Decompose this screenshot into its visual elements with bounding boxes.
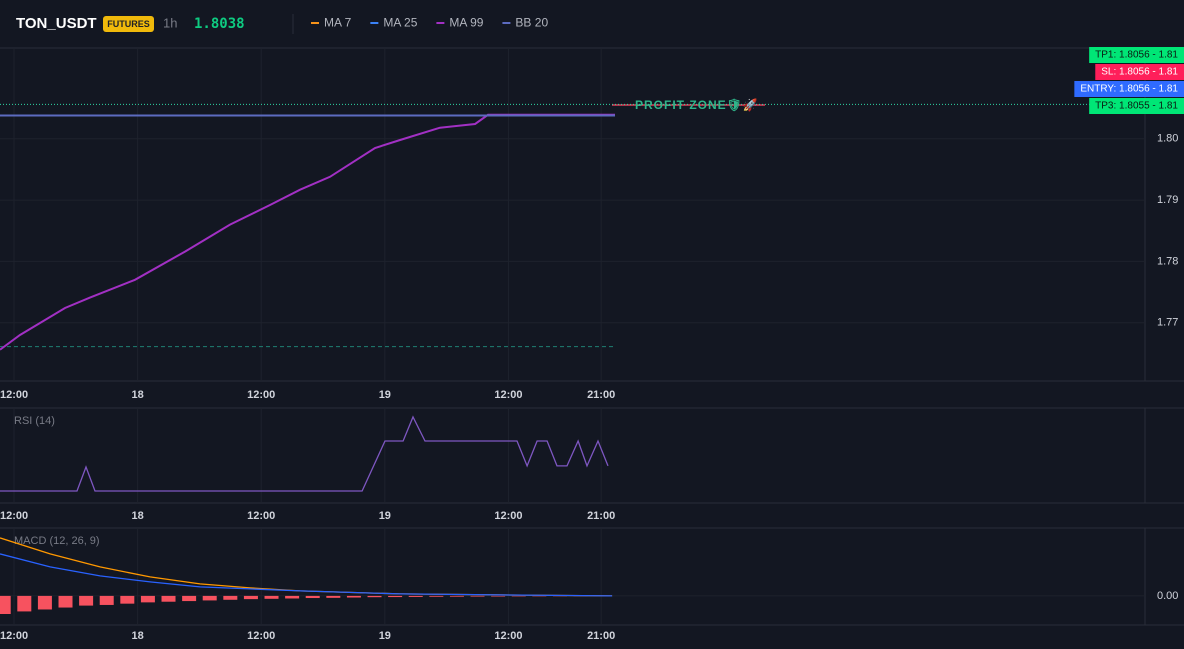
x-tick-label: 12:00: [494, 510, 522, 522]
histogram-bar: [79, 595, 94, 606]
x-tick-label: 18: [131, 510, 143, 522]
order-label: TP3: 1.8055 - 1.81: [1095, 101, 1178, 112]
x-tick-label: 18: [131, 630, 143, 642]
legend-label: BB 20: [515, 16, 548, 30]
y-tick-label: 1.80: [1157, 133, 1178, 145]
x-tick-label: 12:00: [247, 630, 275, 642]
order-label: TP1: 1.8056 - 1.81: [1095, 50, 1178, 61]
order-label-bg: [1095, 64, 1184, 80]
histogram-bar: [182, 595, 197, 602]
x-tick-label: 12:00: [494, 630, 522, 642]
order-label: SL: 1.8056 - 1.81: [1101, 67, 1178, 78]
histogram-bar: [346, 595, 361, 598]
series-line: [0, 553, 613, 597]
histogram-bar: [367, 595, 382, 598]
x-tick-label: 19: [379, 510, 391, 522]
symbol[interactable]: TON_USDT: [16, 15, 97, 32]
order-label-bg: [1074, 81, 1184, 97]
legend-label: MA 99: [449, 16, 483, 30]
histogram-bar: [243, 595, 258, 600]
x-tick-label: 18: [131, 389, 143, 401]
panel-title: MACD (12, 26, 9): [14, 535, 100, 547]
series-line: [0, 113, 615, 351]
histogram-bar: [161, 595, 176, 602]
histogram-bar: [140, 595, 155, 603]
watermark: PROFIT ZONE🛡🚀: [635, 98, 759, 112]
badge: FUTURES: [107, 19, 150, 29]
histogram-bar: [99, 595, 114, 605]
histogram-bar: [285, 595, 300, 599]
legend: MA 7 MA 25 MA 99 BB 20: [311, 16, 548, 30]
y-tick-label: 0.00: [1157, 590, 1178, 602]
x-tick-label: 12:00: [0, 630, 28, 642]
x-tick-label: 12:00: [247, 389, 275, 401]
panel-title: RSI (14): [14, 415, 55, 427]
interval[interactable]: 1h: [163, 15, 177, 30]
price: 1.8038: [194, 16, 245, 32]
x-tick-label: 19: [379, 389, 391, 401]
badge-bg: [103, 16, 154, 32]
x-tick-label: 21:00: [587, 389, 615, 401]
histogram-bar: [470, 595, 485, 597]
y-tick-label: 1.77: [1157, 317, 1178, 329]
histogram-bar: [0, 595, 11, 615]
histogram-bar: [326, 595, 341, 598]
histogram-bar: [17, 595, 32, 612]
y-tick-label: 1.79: [1157, 194, 1178, 206]
histogram-bar: [120, 595, 135, 604]
order-label: ENTRY: 1.8056 - 1.81: [1080, 84, 1178, 95]
x-tick-label: 12:00: [0, 510, 28, 522]
histogram-bar: [305, 595, 320, 599]
y-tick-label: 1.78: [1157, 255, 1178, 267]
histogram-bar: [449, 595, 464, 597]
histogram-bar: [58, 595, 73, 608]
x-tick-label: 21:00: [587, 630, 615, 642]
histogram-bar: [37, 595, 52, 610]
x-tick-label: 19: [379, 630, 391, 642]
histogram-bar: [429, 595, 444, 597]
histogram-bar: [264, 595, 279, 599]
legend-label: MA 7: [324, 16, 352, 30]
x-tick-label: 21:00: [587, 510, 615, 522]
x-tick-label: 12:00: [247, 510, 275, 522]
x-tick-label: 12:00: [494, 389, 522, 401]
histogram-bar: [491, 595, 506, 597]
x-tick-label: 12:00: [0, 389, 28, 401]
order-label-bg: [1089, 47, 1184, 63]
histogram-bar: [388, 595, 403, 598]
histogram-bar: [202, 595, 217, 601]
histogram-bar: [223, 595, 238, 600]
order-label-bg: [1089, 98, 1184, 114]
series-line: [0, 415, 609, 492]
legend-label: MA 25: [383, 16, 417, 30]
histogram-bar: [408, 595, 423, 597]
